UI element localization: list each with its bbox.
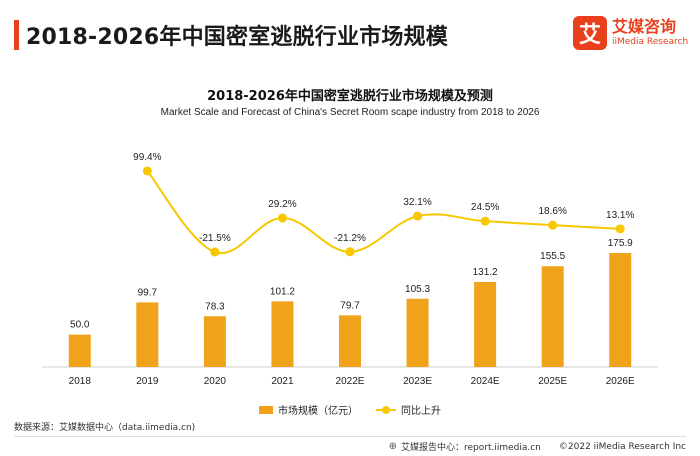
- bar-value-label: 78.3: [205, 301, 225, 312]
- bar-2021: [271, 301, 294, 367]
- growth-point-2024E: [480, 216, 490, 226]
- bar-2018: [68, 334, 91, 367]
- x-tick-label: 2025E: [538, 376, 567, 387]
- growth-value-label: 18.6%: [538, 206, 566, 217]
- bar-value-label: 131.2: [473, 267, 498, 278]
- title-accent-bar: [14, 20, 19, 50]
- logo-brand-en: iiMedia Research: [612, 37, 689, 47]
- logo-brand-cn: 艾媒咨询: [612, 17, 677, 36]
- bar-value-label: 155.5: [540, 251, 565, 262]
- bar-2023E: [406, 298, 429, 367]
- growth-value-label: 99.4%: [133, 152, 161, 163]
- logo-mark-icon: 艾: [573, 16, 607, 50]
- report-center-icon: ⊕: [388, 441, 397, 452]
- growth-point-2022E: [345, 247, 355, 257]
- x-tick-label: 2024E: [471, 376, 500, 387]
- footer: ⊕ 艾媒报告中心：report.iimedia.cn ©2022 iiMedia…: [389, 440, 686, 453]
- copyright: ©2022 iiMedia Research Inc: [558, 441, 686, 452]
- growth-point-2026E: [615, 224, 625, 234]
- bar-value-label: 105.3: [405, 284, 430, 295]
- growth-value-label: 29.2%: [268, 199, 296, 210]
- iimedia-logo: 艾 艾媒咨询 iiMedia Research: [573, 16, 688, 50]
- legend-label-line: 同比上升: [401, 406, 441, 417]
- line-swatch-icon: [376, 405, 396, 415]
- x-tick-label: 2022E: [336, 376, 365, 387]
- growth-value-label: 13.1%: [606, 210, 634, 221]
- bar-swatch-icon: [259, 405, 273, 414]
- x-tick-label: 2026E: [606, 376, 635, 387]
- bar-2026E: [609, 253, 632, 367]
- x-tick-label: 2023E: [403, 376, 432, 387]
- x-tick-label: 2021: [271, 376, 294, 387]
- bar-2020: [203, 316, 226, 367]
- bar-value-label: 50.0: [70, 320, 90, 331]
- bar-value-label: 99.7: [138, 287, 158, 298]
- chart-title: 2018-2026年中国密室逃脱行业市场规模及预测: [207, 89, 493, 104]
- legend-label-bar: 市场规模（亿元）: [278, 406, 358, 417]
- bar-2025E: [541, 266, 564, 367]
- chart-subtitle: Market Scale and Forecast of China's Sec…: [160, 107, 540, 118]
- growth-value-label: -21.2%: [334, 233, 366, 244]
- growth-point-2023E: [413, 211, 423, 221]
- x-tick-label: 2020: [204, 376, 227, 387]
- bar-value-label: 175.9: [608, 238, 633, 249]
- growth-value-label: 32.1%: [403, 197, 431, 208]
- footer-divider: [14, 436, 686, 437]
- growth-point-2019: [142, 166, 152, 176]
- legend-item-line: 同比上升: [376, 402, 441, 417]
- growth-value-label: -21.5%: [199, 233, 231, 244]
- report-center-link[interactable]: 艾媒报告中心：report.iimedia.cn: [400, 443, 541, 453]
- growth-value-label: 24.5%: [471, 202, 499, 213]
- bar-value-label: 101.2: [270, 286, 295, 297]
- data-source: 数据来源：艾媒数据中心（data.iimedia.cn): [14, 423, 196, 433]
- growth-point-2020: [210, 247, 220, 257]
- x-tick-label: 2018: [69, 376, 92, 387]
- growth-point-2025E: [548, 220, 558, 230]
- chart-legend: 市场规模（亿元） 同比上升: [0, 402, 700, 417]
- bar-2024E: [474, 281, 497, 367]
- growth-point-2021: [277, 213, 287, 223]
- bar-value-label: 79.7: [340, 300, 360, 311]
- bar-2022E: [339, 315, 361, 367]
- page-title: 2018-2026年中国密室逃脱行业市场规模: [26, 25, 448, 50]
- legend-item-bar: 市场规模（亿元）: [259, 402, 358, 417]
- bar-2019: [136, 302, 159, 367]
- x-tick-label: 2019: [136, 376, 159, 387]
